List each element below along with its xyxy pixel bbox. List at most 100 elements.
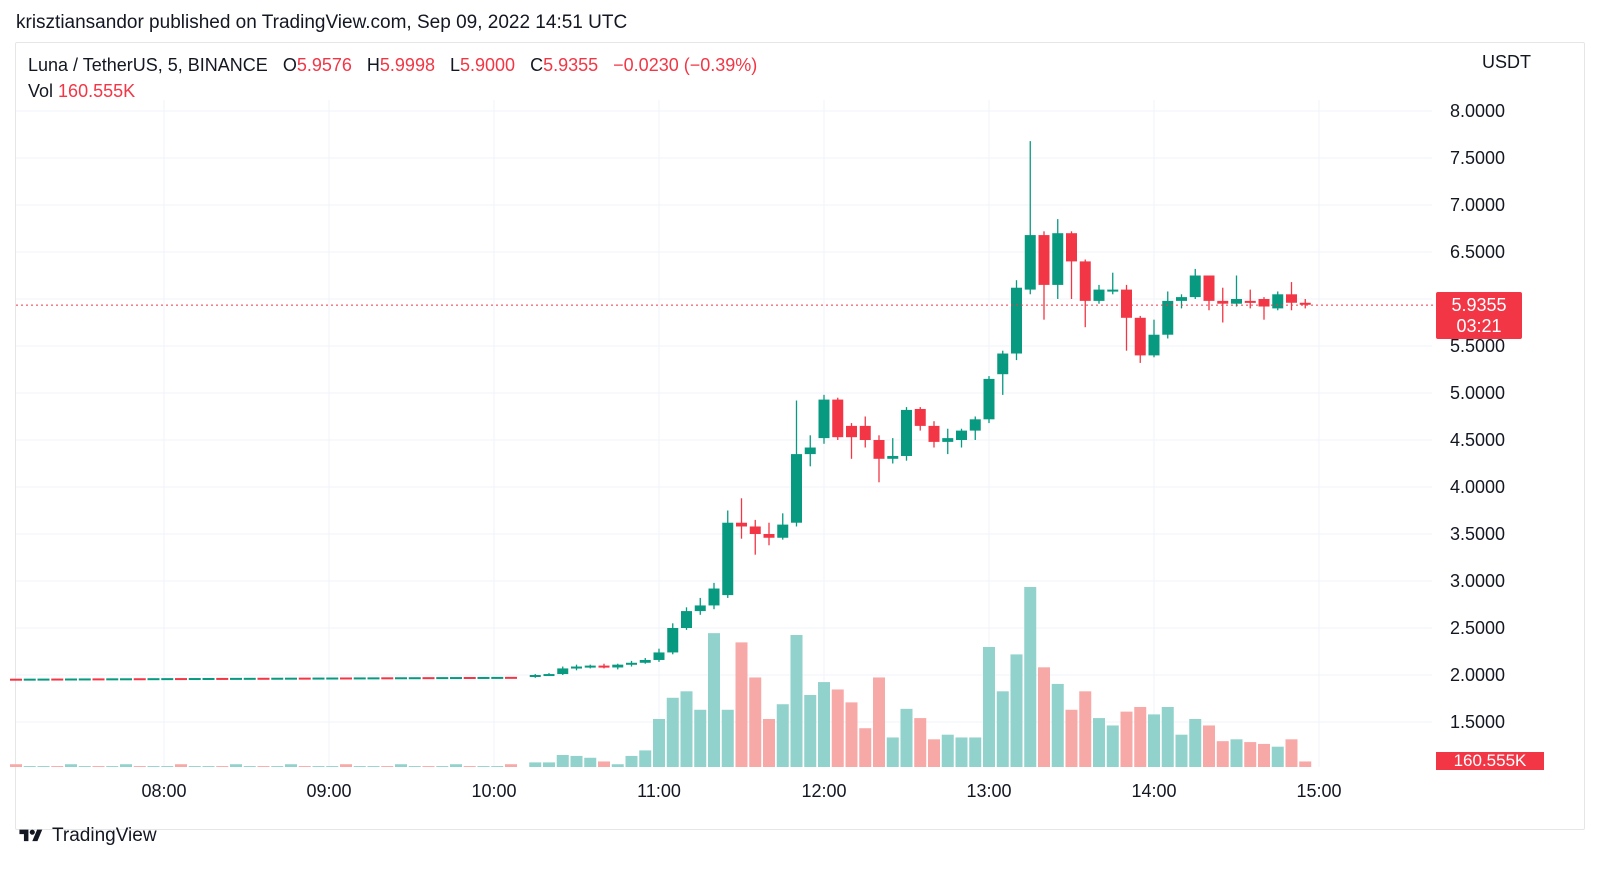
volume-bar <box>463 766 476 767</box>
symbol-title[interactable]: Luna / TetherUS, 5, BINANCE <box>28 55 268 75</box>
volume-bar <box>450 764 462 767</box>
flat-candle <box>243 677 256 680</box>
grid-lines <box>16 100 1432 767</box>
volume-bar <box>570 755 583 767</box>
volume-bar <box>1010 654 1023 767</box>
candle-body <box>1217 300 1229 304</box>
volume-bar <box>928 739 940 767</box>
volume-bar <box>367 766 380 767</box>
candle-body <box>1093 289 1105 301</box>
candle-body <box>832 399 844 438</box>
volume-bar <box>271 766 284 767</box>
flat-candle <box>161 678 174 681</box>
volume-bar <box>1285 739 1298 767</box>
time-tick-label: 14:00 <box>1131 781 1176 801</box>
volume-bar <box>395 764 407 767</box>
flat-candle <box>505 676 517 679</box>
chart-frame <box>15 42 1585 830</box>
volume-bar <box>285 764 297 767</box>
flat-candle <box>216 677 229 680</box>
price-tick-label: 4.5000 <box>1450 430 1505 450</box>
volume-bar <box>543 762 555 767</box>
candle-body <box>1189 275 1201 298</box>
volume-bar <box>941 734 954 767</box>
candle-body <box>571 666 582 669</box>
flat-candle <box>326 677 339 680</box>
volume-bar <box>845 702 858 767</box>
flat-candle <box>106 678 119 681</box>
candle-body <box>1024 235 1036 290</box>
candle-body <box>543 674 555 677</box>
volume-bar <box>639 750 652 767</box>
volume-bar <box>51 766 64 767</box>
flat-candle <box>92 678 105 681</box>
volume-bar <box>1271 746 1284 767</box>
volume-bar <box>900 708 913 767</box>
volume-bar <box>790 635 803 767</box>
candle-body <box>1231 299 1242 304</box>
flat-candle <box>120 678 132 681</box>
volume-bar <box>1106 725 1119 767</box>
candle-body <box>653 652 665 660</box>
flat-candle <box>477 676 490 679</box>
volume-bar <box>584 757 597 767</box>
candle-body <box>1148 334 1160 356</box>
volume-bar <box>133 766 146 767</box>
candle-body <box>598 665 610 668</box>
volume-bar <box>422 766 435 767</box>
flat-candle <box>285 677 297 680</box>
candle-body <box>722 522 734 596</box>
volume-bar <box>23 766 36 767</box>
volume-legend: Vol 160.555K <box>28 81 135 102</box>
publisher-line: krisztiansandor published on TradingView… <box>16 12 628 33</box>
volume-bar <box>340 764 352 767</box>
volume-bar <box>1065 709 1078 767</box>
candle-body <box>736 522 747 527</box>
flat-candle <box>175 678 187 681</box>
candle-body <box>1066 233 1077 262</box>
volume-bar <box>381 766 394 767</box>
candle-body <box>694 605 706 612</box>
flat-candle <box>367 677 380 680</box>
volume-bar <box>983 647 995 767</box>
candle-body <box>1258 299 1270 307</box>
volume-bar <box>243 766 256 767</box>
volume-bar <box>653 719 665 767</box>
low-value: 5.9000 <box>460 55 516 75</box>
candle-body <box>956 430 967 440</box>
volume-bar <box>491 766 504 767</box>
candle-body <box>791 454 802 523</box>
volume-tag: 160.555K <box>1436 752 1544 770</box>
candle-body <box>846 425 857 438</box>
price-unit: USDT <box>1482 52 1531 72</box>
volume-bar <box>749 677 762 767</box>
volume-bar <box>175 764 187 767</box>
footer-brand[interactable]: TradingView <box>16 825 157 847</box>
volume-bar <box>708 633 720 767</box>
volume-bar <box>1051 683 1064 767</box>
volume-bar <box>1299 761 1312 767</box>
volume-bar <box>611 764 624 767</box>
candle-body <box>1176 297 1187 301</box>
candle-body <box>928 425 940 442</box>
flat-candle <box>257 677 270 680</box>
volume-bar <box>78 766 91 767</box>
volume-bar <box>326 766 339 767</box>
candle-body <box>763 534 775 538</box>
candle-body <box>1203 275 1215 301</box>
volume-bar <box>598 761 610 767</box>
volume-bar <box>1230 739 1243 767</box>
volume-bar <box>161 766 174 767</box>
candle-body <box>1244 300 1256 303</box>
volume-bar <box>955 737 968 767</box>
time-axis: 08:00 09:00 10:00 11:00 12:00 13:00 14:00 15:00 <box>141 781 1341 801</box>
ohlc-legend: Luna / TetherUS, 5, BINANCE O5.9576 H5.9… <box>28 55 757 76</box>
volume-label: Vol <box>28 81 54 101</box>
flat-candle <box>353 677 366 680</box>
price-tick-label: 7.0000 <box>1450 195 1505 215</box>
volume-bar <box>914 718 927 767</box>
candle-body <box>873 440 885 459</box>
price-tick-label: 3.5000 <box>1450 524 1505 544</box>
volume-bar <box>312 766 325 767</box>
